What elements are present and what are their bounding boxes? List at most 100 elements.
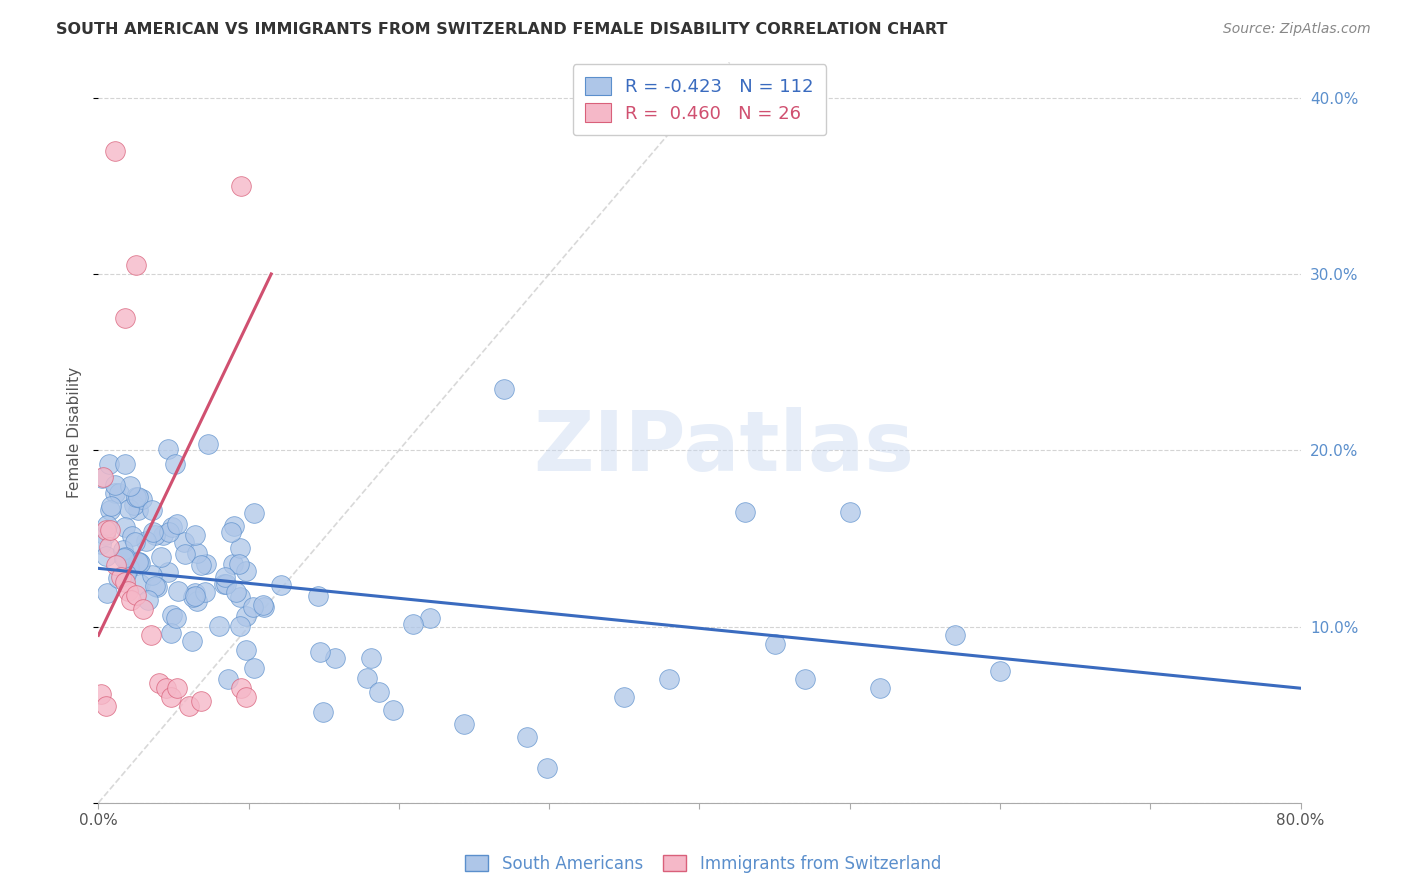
Point (114, 457, 136, 471)
Point (219, 525, 242, 540)
Point (115, 565, 138, 579)
Point (96, 586, 118, 600)
Point (128, 490, 150, 504)
Point (159, 690, 181, 704)
Point (197, 437, 219, 451)
Point (177, 698, 200, 713)
Point (152, 527, 174, 541)
Point (217, 672, 239, 686)
Point (124, 498, 146, 512)
Point (252, 598, 274, 612)
Point (181, 591, 204, 605)
Text: SOUTH AMERICAN VS IMMIGRANTS FROM SWITZERLAND FEMALE DISABILITY CORRELATION CHAR: SOUTH AMERICAN VS IMMIGRANTS FROM SWITZE… (56, 22, 948, 37)
Point (166, 681, 188, 696)
Point (107, 571, 129, 585)
Point (186, 594, 208, 608)
Point (734, 505, 756, 519)
Point (222, 519, 245, 533)
Point (160, 626, 183, 640)
Point (225, 585, 247, 599)
Point (117, 584, 139, 599)
Point (127, 503, 149, 517)
Point (494, 382, 516, 396)
Point (124, 535, 146, 549)
Point (190, 558, 212, 573)
Point (91, 469, 114, 483)
Point (173, 535, 195, 549)
Point (869, 681, 891, 696)
Point (135, 533, 157, 548)
Point (150, 549, 173, 564)
Point (613, 690, 636, 704)
Point (141, 568, 163, 582)
Point (114, 311, 136, 326)
Point (228, 541, 250, 555)
Point (117, 502, 139, 516)
Point (382, 702, 405, 716)
Point (367, 685, 389, 699)
Point (132, 602, 155, 616)
Point (235, 690, 257, 704)
Legend: R = -0.423   N = 112, R =  0.460   N = 26: R = -0.423 N = 112, R = 0.460 N = 26 (572, 64, 827, 136)
Point (221, 557, 243, 571)
Point (419, 611, 441, 625)
Point (356, 671, 378, 685)
Point (96, 518, 118, 533)
Point (323, 650, 346, 665)
Point (139, 628, 162, 642)
Y-axis label: Female Disability: Female Disability (66, 367, 82, 499)
Point (312, 705, 335, 719)
Point (98, 457, 121, 471)
Point (235, 642, 257, 657)
Point (166, 516, 188, 531)
Point (160, 608, 183, 623)
Point (190, 693, 212, 707)
Point (94, 698, 117, 713)
Point (793, 673, 815, 687)
Point (121, 593, 143, 607)
Point (97, 540, 120, 554)
Point (94, 549, 117, 563)
Point (252, 599, 274, 614)
Point (100, 523, 122, 537)
Point (114, 550, 136, 565)
Point (157, 525, 180, 540)
Point (163, 458, 186, 472)
Point (142, 524, 165, 539)
Point (118, 561, 141, 575)
Point (114, 519, 136, 533)
Point (228, 557, 250, 571)
Point (118, 479, 141, 493)
Point (181, 634, 204, 648)
Point (242, 599, 264, 614)
Point (138, 593, 160, 607)
Point (270, 578, 292, 592)
Point (214, 570, 236, 584)
Point (360, 651, 382, 665)
Point (453, 717, 475, 731)
Point (536, 760, 558, 774)
Point (94, 523, 117, 537)
Point (128, 576, 150, 591)
Point (208, 619, 231, 633)
Point (231, 681, 253, 696)
Point (108, 486, 131, 500)
Text: Source: ZipAtlas.com: Source: ZipAtlas.com (1223, 22, 1371, 37)
Point (148, 676, 170, 690)
Point (127, 555, 149, 569)
Point (167, 584, 190, 599)
Point (90, 537, 112, 551)
Point (214, 576, 236, 591)
Point (229, 618, 252, 632)
Point (155, 681, 177, 696)
Point (184, 590, 207, 604)
Point (243, 506, 266, 520)
Point (516, 730, 538, 744)
Point (763, 637, 786, 651)
Point (838, 505, 860, 519)
Point (165, 611, 187, 625)
Point (235, 564, 257, 578)
Point (141, 502, 163, 516)
Point (98, 502, 121, 516)
Point (104, 144, 127, 158)
